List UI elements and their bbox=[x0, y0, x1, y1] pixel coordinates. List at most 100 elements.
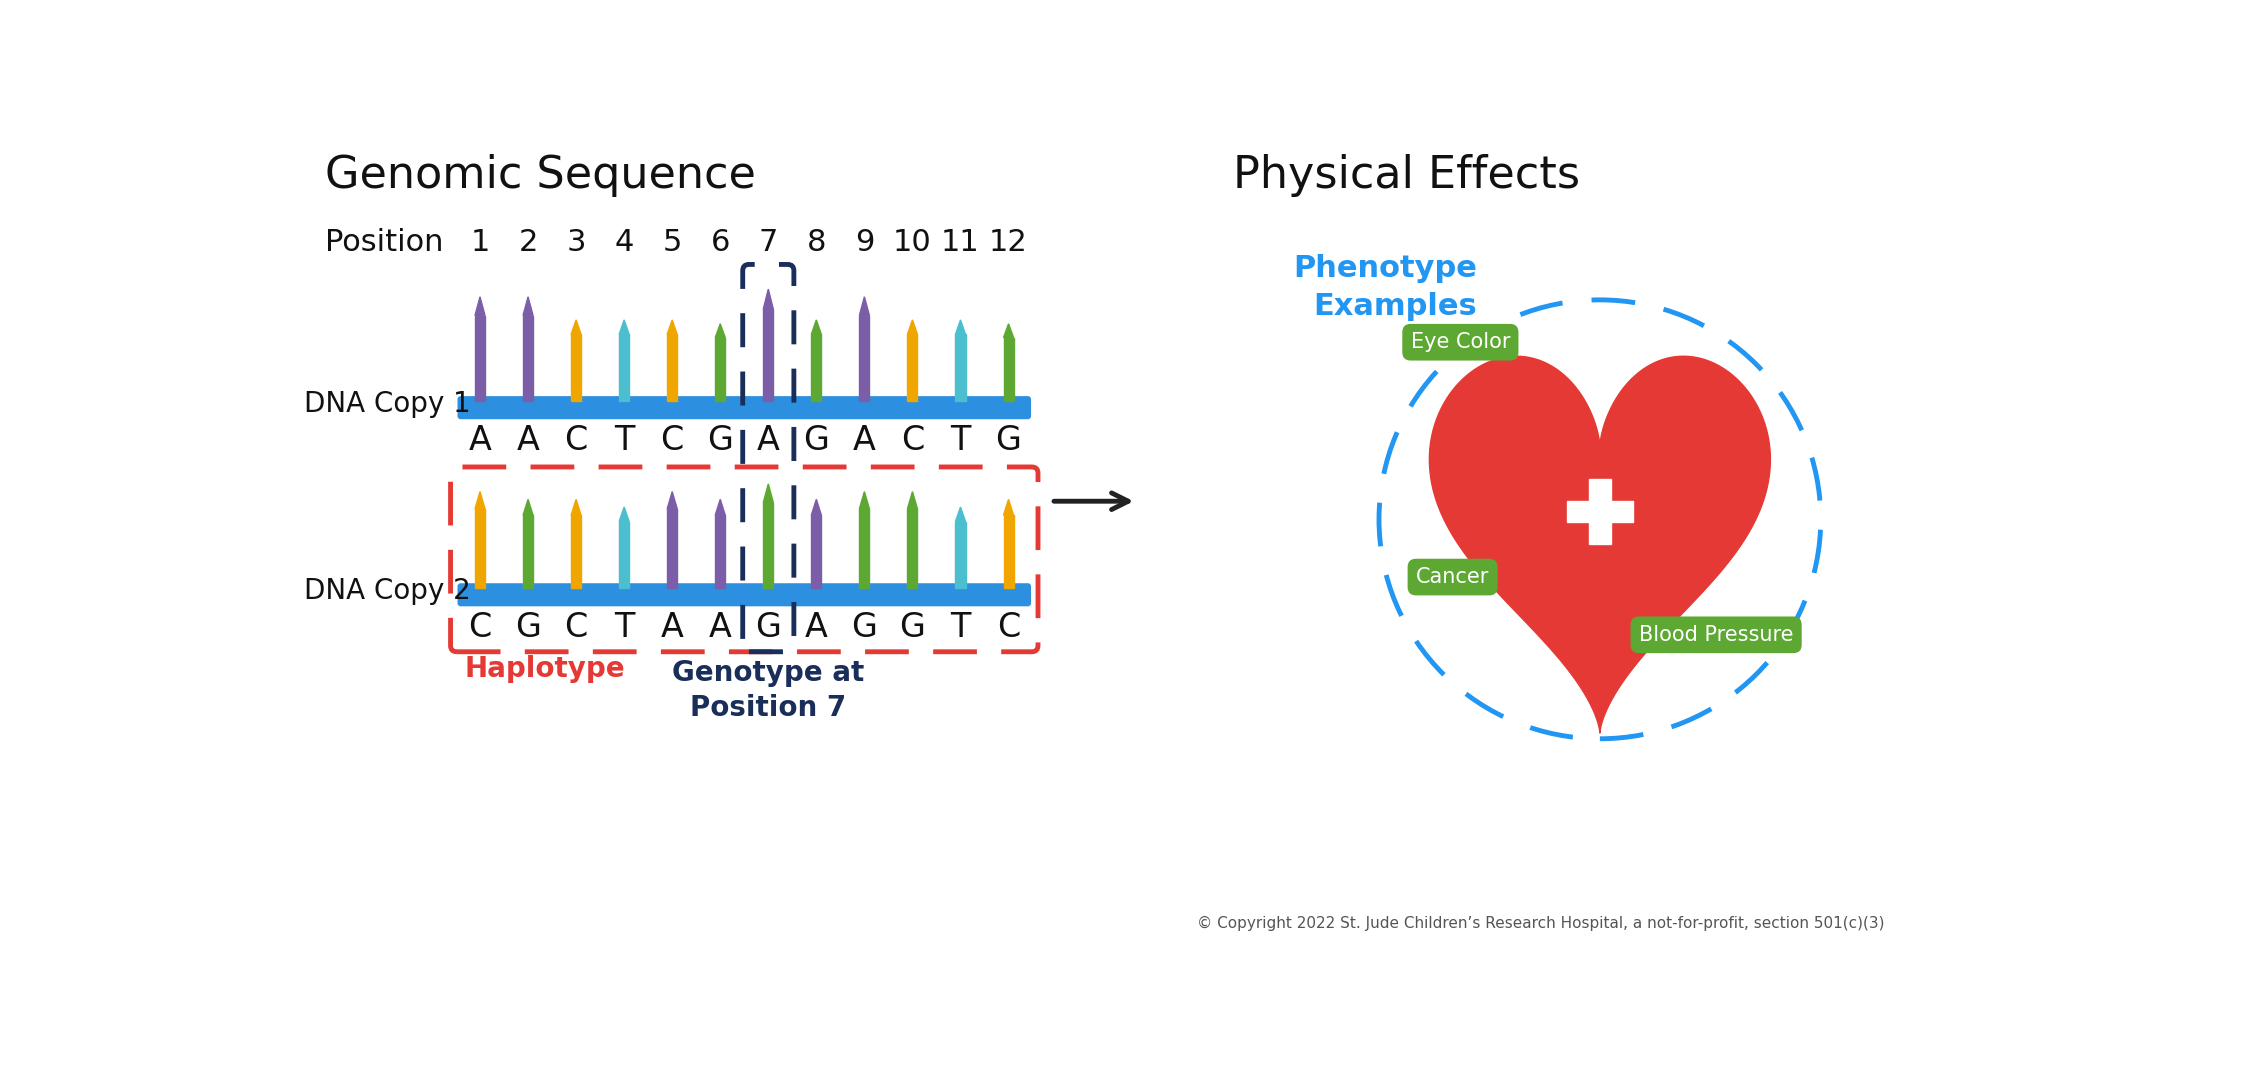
Bar bbox=[716, 515, 725, 587]
Text: C: C bbox=[468, 611, 492, 644]
Polygon shape bbox=[764, 289, 773, 310]
Bar bbox=[619, 334, 630, 400]
Text: 7: 7 bbox=[759, 227, 777, 256]
Polygon shape bbox=[619, 320, 630, 334]
Bar bbox=[1003, 337, 1014, 400]
Text: A: A bbox=[804, 611, 827, 644]
Polygon shape bbox=[474, 491, 486, 509]
Text: Haplotype: Haplotype bbox=[465, 655, 626, 682]
Bar bbox=[716, 337, 725, 400]
Bar bbox=[1568, 501, 1633, 522]
Polygon shape bbox=[956, 320, 965, 334]
Text: C: C bbox=[660, 424, 684, 456]
Text: DNA Copy 1: DNA Copy 1 bbox=[305, 390, 470, 418]
Polygon shape bbox=[666, 491, 678, 509]
Text: Examples: Examples bbox=[1312, 293, 1477, 321]
Text: 3: 3 bbox=[567, 227, 585, 256]
Text: Phenotype: Phenotype bbox=[1294, 254, 1477, 283]
Text: Position: Position bbox=[325, 227, 443, 256]
Bar bbox=[956, 521, 965, 587]
Text: A: A bbox=[517, 424, 540, 456]
Text: Genotype at: Genotype at bbox=[673, 659, 865, 688]
Polygon shape bbox=[908, 491, 917, 509]
Polygon shape bbox=[619, 507, 630, 521]
Bar bbox=[764, 503, 773, 587]
Text: A: A bbox=[854, 424, 876, 456]
FancyBboxPatch shape bbox=[459, 396, 1030, 420]
Text: C: C bbox=[565, 611, 587, 644]
Text: 6: 6 bbox=[712, 227, 730, 256]
Polygon shape bbox=[1003, 324, 1014, 337]
Text: A: A bbox=[709, 611, 732, 644]
Text: © Copyright 2022 St. Jude Children’s Research Hospital, a not-for-profit, sectio: © Copyright 2022 St. Jude Children’s Res… bbox=[1197, 916, 1884, 931]
Text: G: G bbox=[852, 611, 876, 644]
Bar bbox=[811, 515, 822, 587]
Text: Cancer: Cancer bbox=[1416, 567, 1489, 587]
Bar bbox=[474, 509, 486, 587]
Text: 12: 12 bbox=[989, 227, 1028, 256]
Polygon shape bbox=[858, 297, 870, 315]
Text: DNA Copy 2: DNA Copy 2 bbox=[305, 577, 470, 604]
Polygon shape bbox=[666, 320, 678, 334]
Text: T: T bbox=[951, 611, 971, 644]
Text: G: G bbox=[899, 611, 926, 644]
Polygon shape bbox=[764, 484, 773, 503]
Polygon shape bbox=[908, 320, 917, 334]
Text: 2: 2 bbox=[517, 227, 538, 256]
Text: 11: 11 bbox=[942, 227, 980, 256]
Polygon shape bbox=[811, 320, 822, 334]
Text: Position 7: Position 7 bbox=[691, 694, 847, 722]
Polygon shape bbox=[572, 320, 581, 334]
Text: T: T bbox=[614, 611, 635, 644]
Text: 1: 1 bbox=[470, 227, 490, 256]
Bar bbox=[666, 509, 678, 587]
Polygon shape bbox=[474, 297, 486, 315]
Polygon shape bbox=[956, 507, 965, 521]
Bar bbox=[666, 334, 678, 400]
Bar bbox=[764, 310, 773, 400]
Text: G: G bbox=[515, 611, 540, 644]
Bar bbox=[524, 515, 533, 587]
Text: A: A bbox=[468, 424, 492, 456]
Text: A: A bbox=[757, 424, 779, 456]
Bar bbox=[474, 315, 486, 400]
Text: Physical Effects: Physical Effects bbox=[1233, 154, 1579, 197]
Bar bbox=[572, 334, 581, 400]
Text: T: T bbox=[951, 424, 971, 456]
Bar bbox=[858, 315, 870, 400]
Text: C: C bbox=[565, 424, 587, 456]
Text: G: G bbox=[707, 424, 734, 456]
Polygon shape bbox=[1003, 500, 1014, 515]
Bar bbox=[811, 334, 822, 400]
Polygon shape bbox=[811, 500, 822, 515]
Polygon shape bbox=[716, 500, 725, 515]
Polygon shape bbox=[1430, 357, 1771, 733]
Polygon shape bbox=[524, 500, 533, 515]
Text: Genomic Sequence: Genomic Sequence bbox=[325, 154, 757, 197]
Text: Blood Pressure: Blood Pressure bbox=[1638, 625, 1794, 645]
Text: C: C bbox=[901, 424, 924, 456]
Polygon shape bbox=[572, 500, 581, 515]
Text: 4: 4 bbox=[614, 227, 635, 256]
Bar bbox=[524, 315, 533, 400]
Bar bbox=[572, 515, 581, 587]
Text: G: G bbox=[996, 424, 1021, 456]
Text: 8: 8 bbox=[806, 227, 827, 256]
Bar bbox=[1588, 478, 1611, 545]
FancyBboxPatch shape bbox=[459, 583, 1030, 607]
Polygon shape bbox=[524, 297, 533, 315]
Text: 9: 9 bbox=[854, 227, 874, 256]
Text: A: A bbox=[662, 611, 684, 644]
Text: G: G bbox=[804, 424, 829, 456]
Bar bbox=[619, 521, 630, 587]
Text: G: G bbox=[755, 611, 782, 644]
Polygon shape bbox=[858, 491, 870, 509]
Bar bbox=[908, 334, 917, 400]
Bar bbox=[956, 334, 965, 400]
Text: 5: 5 bbox=[662, 227, 682, 256]
Text: T: T bbox=[614, 424, 635, 456]
Bar bbox=[1003, 515, 1014, 587]
Text: Eye Color: Eye Color bbox=[1410, 332, 1509, 352]
Polygon shape bbox=[716, 324, 725, 337]
Bar bbox=[858, 509, 870, 587]
